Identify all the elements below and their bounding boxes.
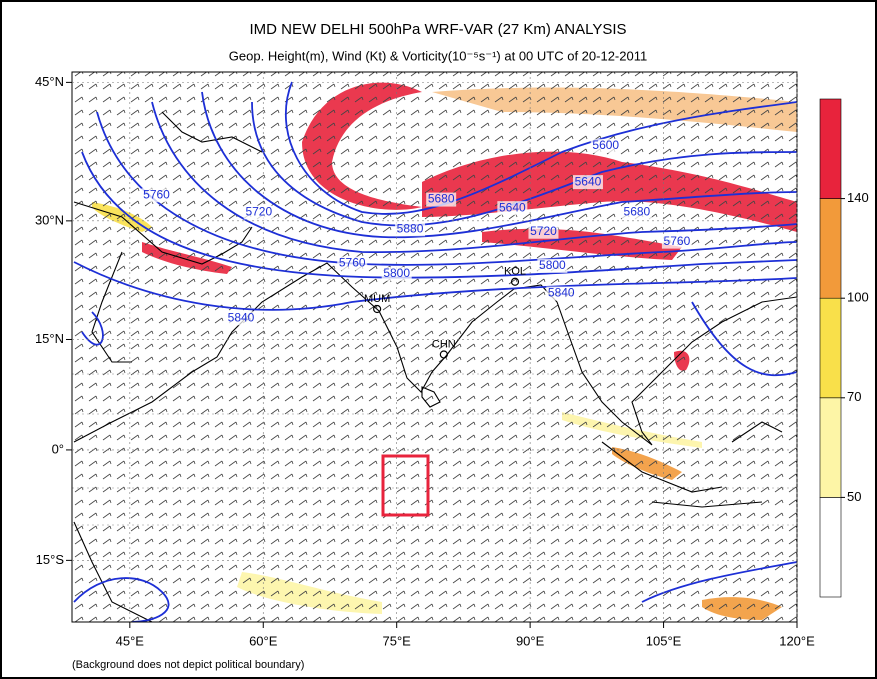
contour-label-bg <box>572 175 603 190</box>
colorbar-segment <box>819 198 842 299</box>
contour-label-bg <box>546 286 577 301</box>
contour-label: 5760 <box>664 234 691 248</box>
contour-label: 5840 <box>228 310 255 324</box>
contour-label: 5720 <box>245 205 272 219</box>
x-tick-label: 45°E <box>116 633 145 648</box>
map-background <box>72 72 797 622</box>
colorbar-label: 140 <box>847 190 869 205</box>
city-label: MUM <box>364 293 390 305</box>
colorbar-segment <box>819 98 842 199</box>
y-tick-label: 30°N <box>35 212 64 227</box>
contour-label: 5840 <box>548 286 575 300</box>
y-tick-label: 15°N <box>35 331 64 346</box>
contour-label-bg <box>537 258 568 273</box>
contour-label-bg <box>226 311 257 326</box>
contour-label: 5600 <box>592 138 619 152</box>
contour-label: 5640 <box>499 200 526 214</box>
colorbar-segment <box>819 497 842 598</box>
contour-label-bg <box>497 201 528 216</box>
city-marker <box>439 350 448 359</box>
contour-label-bg <box>395 222 426 237</box>
contour-label-bg <box>381 266 412 281</box>
contour-label-bg <box>141 188 172 203</box>
x-tick-label: 75°E <box>383 633 412 648</box>
colorbar-segment <box>819 297 842 399</box>
contour-label-bg <box>243 205 274 220</box>
contour-label-bg <box>528 224 559 239</box>
y-tick-label: 15°S <box>36 552 65 567</box>
x-tick-label: 90°E <box>516 633 545 648</box>
contour-label: 5800 <box>539 258 566 272</box>
city-marker <box>510 277 520 286</box>
footnote: (Background does not depict political bo… <box>72 659 304 671</box>
x-tick-label: 120°E <box>779 633 815 648</box>
contour-label: 5720 <box>530 224 557 238</box>
contour-label-bg <box>337 256 368 271</box>
contour-label-bg <box>426 192 457 207</box>
x-tick-label: 60°E <box>249 633 278 648</box>
colorbar-label: 100 <box>847 290 869 305</box>
contour-label: 5680 <box>428 192 455 206</box>
x-tick-label: 105°E <box>646 633 682 648</box>
city-label: KOL <box>504 266 526 278</box>
y-tick-label: 45°N <box>35 74 64 89</box>
subtitle: Geop. Height(m), Wind (Kt) & Vorticity(1… <box>229 48 647 63</box>
contour-label-bg <box>661 234 692 249</box>
title: IMD NEW DELHI 500hPa WRF-VAR (27 Km) ANA… <box>249 21 626 38</box>
colorbar-label: 50 <box>847 489 861 504</box>
y-tick-label: 0° <box>52 441 64 456</box>
contour-label: 5880 <box>397 221 424 235</box>
colorbar-label: 70 <box>847 389 861 404</box>
contour-label: 5760 <box>339 256 366 270</box>
contour-label: 5800 <box>383 266 410 280</box>
contour-label-bg <box>590 138 621 153</box>
contour-label: 5680 <box>624 205 651 219</box>
contour-label-bg <box>621 205 652 220</box>
city-marker <box>373 304 382 314</box>
contour-label: 5640 <box>575 174 602 188</box>
colorbar-segment <box>819 397 842 498</box>
contour-label: 5760 <box>143 187 170 201</box>
city-label: CHN <box>432 338 456 350</box>
